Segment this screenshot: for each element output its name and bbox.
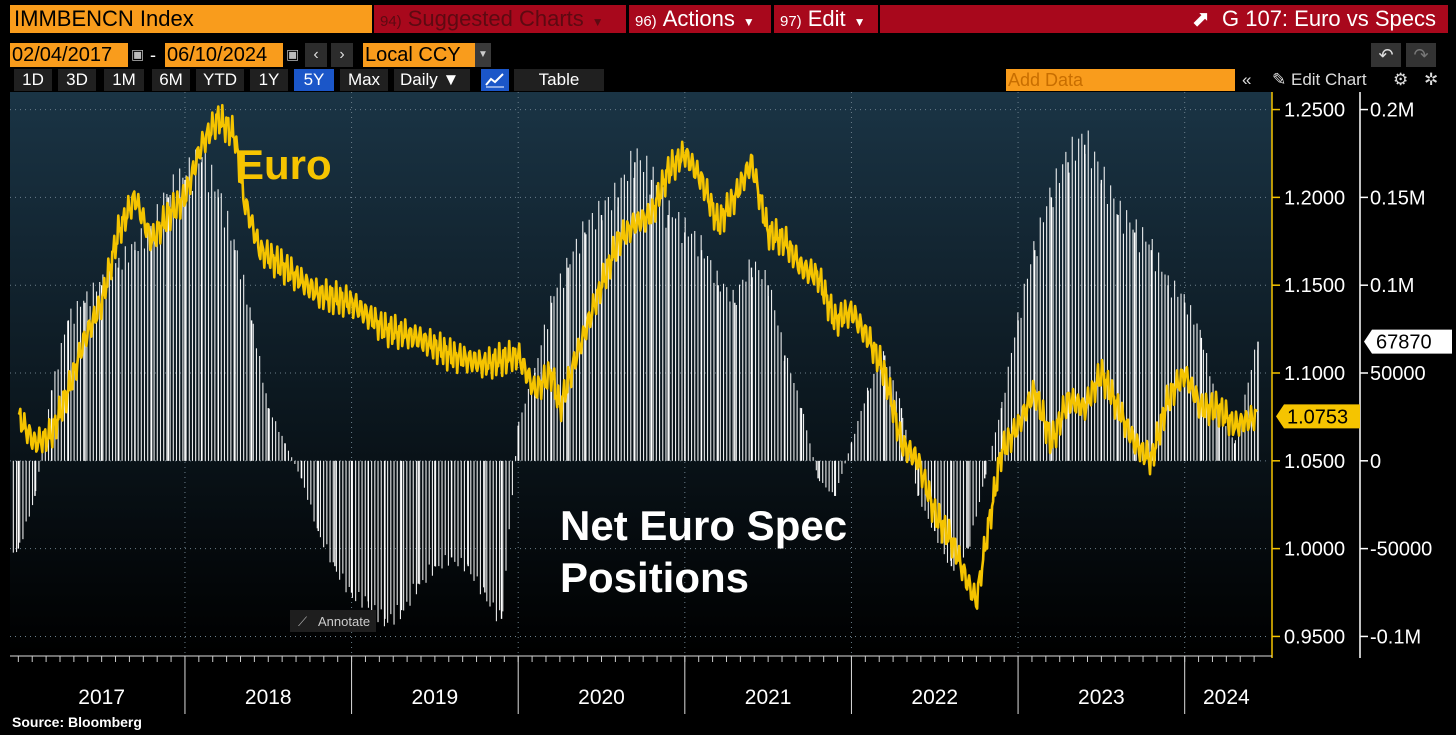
right-axis-label: -50000 xyxy=(1370,539,1432,561)
euro-line xyxy=(17,103,1259,610)
x-axis-label: 2018 xyxy=(245,686,292,709)
actions-button[interactable]: 96) Actions ▼ xyxy=(629,5,771,33)
x-axis-label: 2017 xyxy=(78,686,125,709)
external-link-icon[interactable]: ⬈ xyxy=(1191,6,1210,31)
frequency-label: Daily xyxy=(400,70,438,89)
chevron-down-icon[interactable]: ▼ xyxy=(475,43,491,67)
pencil-icon: ⟋ xyxy=(298,614,308,629)
source-note: Source: Bloomberg xyxy=(12,714,142,730)
right-axis-label: 0 xyxy=(1370,451,1381,473)
left-axis-label: 1.1500 xyxy=(1284,275,1345,297)
chevron-down-icon: ▼ xyxy=(742,15,755,29)
x-axis-label: 2022 xyxy=(911,686,958,709)
left-axis-label: 0.9500 xyxy=(1284,626,1345,648)
annotate-label: Annotate xyxy=(318,614,370,629)
net-euro-spec-annotation: Net Euro Spec Positions xyxy=(560,502,847,601)
date-separator: - xyxy=(150,45,156,65)
chart-settings-icon[interactable]: ⚙ xyxy=(1393,70,1409,89)
undo-icon[interactable]: ↶ xyxy=(1371,43,1401,67)
suggested-charts-button[interactable]: 94) Suggested Charts ▼ xyxy=(374,5,626,33)
range-3d-button[interactable]: 3D xyxy=(58,69,96,91)
line-chart-icon[interactable] xyxy=(481,69,509,91)
pencil-icon: ✎ xyxy=(1272,70,1287,89)
edit-chart-button[interactable]: ✎ Edit Chart xyxy=(1272,69,1367,91)
frequency-select[interactable]: Daily ▼ xyxy=(394,69,470,91)
range-toolbar: 1D 3D 1M 6M YTD 1Y 5Y Max Daily ▼ Table … xyxy=(0,67,1456,92)
left-last-value-tag xyxy=(1276,404,1360,429)
x-axis-label: 2023 xyxy=(1078,686,1125,709)
right-last-value: 67870 xyxy=(1376,332,1432,354)
chevron-down-icon: ▼ xyxy=(591,15,604,29)
range-5y-button[interactable]: 5Y xyxy=(294,69,334,91)
chevron-down-icon: ▼ xyxy=(442,70,460,89)
end-date-field[interactable]: 06/10/2024 xyxy=(165,43,283,67)
x-axis-label: 2019 xyxy=(412,686,459,709)
actions-number: 96) xyxy=(635,13,657,30)
net-euro-spec-line2: Positions xyxy=(560,554,749,601)
x-axis-label: 2024 xyxy=(1203,686,1250,709)
actions-label: Actions xyxy=(662,6,735,31)
euro-annotation: Euro xyxy=(236,141,332,188)
range-1m-button[interactable]: 1M xyxy=(104,69,144,91)
collapse-icon[interactable]: « xyxy=(1242,70,1252,89)
right-axis-label: 0.15M xyxy=(1370,187,1426,209)
right-axis-label: 50000 xyxy=(1370,363,1426,385)
range-6m-button[interactable]: 6M xyxy=(152,69,190,91)
chevron-down-icon: ▼ xyxy=(853,15,866,29)
right-axis-label: -0.1M xyxy=(1370,626,1421,648)
left-axis-label: 1.2500 xyxy=(1284,100,1345,122)
edit-chart-label: Edit Chart xyxy=(1290,70,1367,89)
x-axis-label: 2020 xyxy=(578,686,625,709)
calendar-icon[interactable]: ▣ xyxy=(286,46,300,62)
range-1d-button[interactable]: 1D xyxy=(14,69,52,91)
edit-button[interactable]: 97) Edit ▼ xyxy=(774,5,878,33)
chart-title-bar: ⬈ G 107: Euro vs Specs xyxy=(880,5,1448,33)
right-axis-label: 0.1M xyxy=(1370,275,1414,297)
left-axis-label: 1.0000 xyxy=(1284,539,1345,561)
left-last-value: 1.0753 xyxy=(1287,406,1348,428)
right-last-value-tag xyxy=(1364,329,1452,354)
suggested-charts-label: Suggested Charts xyxy=(407,6,584,31)
range-max-button[interactable]: Max xyxy=(340,69,388,91)
range-ytd-button[interactable]: YTD xyxy=(196,69,244,91)
currency-select[interactable]: Local CCY xyxy=(363,43,475,67)
right-axis-label: 0.2M xyxy=(1370,100,1414,122)
top-toolbar: IMMBENCN Index 94) Suggested Charts ▼ 96) A… xyxy=(0,0,1456,37)
edit-number: 97) xyxy=(780,13,802,30)
gear-icon[interactable]: ✲ xyxy=(1424,70,1439,89)
calendar-icon[interactable]: ▣ xyxy=(131,46,145,62)
table-button[interactable]: Table xyxy=(514,69,604,91)
chart-area: 1.2500 1.2000 1.1500 1.1000 1.0500 1.0000 0.95… xyxy=(10,92,1456,714)
next-period-button[interactable]: › xyxy=(331,43,353,67)
left-axis-label: 1.1000 xyxy=(1284,363,1345,385)
redo-icon[interactable]: ↷ xyxy=(1406,43,1436,67)
net-euro-spec-line1: Net Euro Spec xyxy=(560,502,847,549)
edit-label: Edit xyxy=(807,6,846,31)
left-axis-label: 1.0500 xyxy=(1284,451,1345,473)
left-axis-label: 1.2000 xyxy=(1284,187,1345,209)
chart-title: G 107: Euro vs Specs xyxy=(1222,6,1436,31)
suggested-charts-number: 94) xyxy=(380,13,402,30)
annotate-button[interactable]: ⟋ Annotate xyxy=(290,610,376,632)
ticker-field[interactable]: IMMBENCN Index xyxy=(10,5,372,33)
add-data-field[interactable]: Add Data xyxy=(1006,69,1235,91)
date-toolbar: 02/04/2017 ▣ - 06/10/2024 ▣ ‹ › Local CC… xyxy=(0,41,1456,67)
previous-period-button[interactable]: ‹ xyxy=(305,43,327,67)
start-date-field[interactable]: 02/04/2017 xyxy=(10,43,128,67)
x-axis-label: 2021 xyxy=(745,686,792,709)
range-1y-button[interactable]: 1Y xyxy=(250,69,288,91)
